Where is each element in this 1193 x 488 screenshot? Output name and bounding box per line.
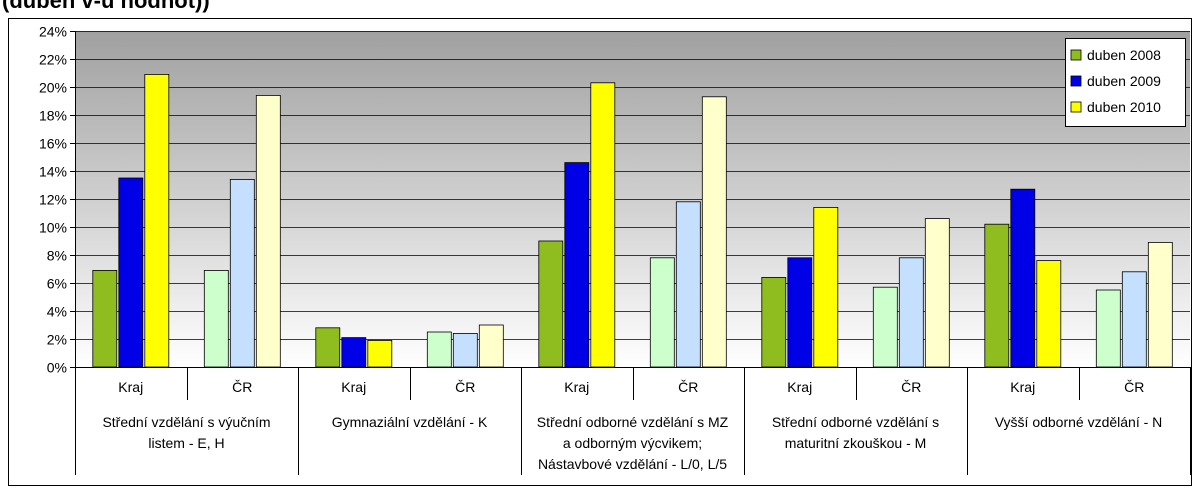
legend-label: duben 2008	[1087, 47, 1161, 63]
bar	[118, 177, 144, 368]
bar	[898, 257, 924, 368]
y-tick-label: 22%	[39, 52, 67, 68]
y-tick-label: 18%	[39, 108, 67, 124]
x-tick-label: Kraj	[1010, 379, 1035, 395]
bar	[761, 276, 787, 368]
legend-swatch	[1070, 75, 1082, 87]
group-label: Střední vzdělání s výučním	[102, 414, 270, 430]
x-tick-label: ČR	[232, 379, 252, 395]
y-tick-label: 14%	[39, 164, 67, 180]
bar	[564, 162, 590, 368]
bar	[1147, 241, 1173, 368]
legend-swatch	[1070, 49, 1082, 61]
bar	[1010, 188, 1036, 368]
bar	[367, 339, 393, 368]
y-tick-label: 8%	[47, 248, 67, 264]
x-tick-label: Kraj	[118, 379, 143, 395]
bar	[229, 178, 255, 368]
y-tick-label: 4%	[47, 304, 67, 320]
chart-title-fragment: (duben v-u hodnot))	[2, 0, 210, 13]
x-tick-label: Kraj	[341, 379, 366, 395]
x-tick-label: ČR	[678, 379, 698, 395]
x-tick-label: ČR	[1124, 379, 1144, 395]
bar	[787, 257, 813, 368]
bar	[341, 337, 367, 368]
y-tick-label: 2%	[47, 332, 67, 348]
legend-swatch	[1070, 101, 1082, 113]
group-label: listem - E, H	[148, 435, 224, 451]
bar	[203, 269, 229, 368]
group-label: maturitní zkouškou - M	[785, 435, 927, 451]
y-tick-label: 6%	[47, 276, 67, 292]
bar	[92, 269, 118, 368]
group-label: Nástavbové vzdělání - L/0, L/5	[538, 456, 727, 472]
bar	[452, 332, 478, 368]
y-tick-label: 16%	[39, 136, 67, 152]
legend-label: duben 2009	[1087, 73, 1161, 89]
bar	[255, 95, 281, 368]
bar	[813, 206, 839, 368]
bar	[426, 331, 452, 368]
y-tick-label: 0%	[47, 360, 67, 376]
y-tick-label: 20%	[39, 80, 67, 96]
bar	[649, 257, 675, 368]
bar	[1036, 260, 1062, 368]
legend-box	[1065, 38, 1186, 127]
bar	[984, 223, 1010, 368]
group-label: a odborným výcvikem;	[563, 435, 702, 451]
bar	[478, 324, 504, 368]
x-tick-label: ČR	[901, 379, 921, 395]
bar	[144, 74, 170, 368]
bar	[701, 96, 727, 368]
bar	[924, 218, 950, 368]
bar	[315, 327, 341, 368]
y-tick-label: 12%	[39, 192, 67, 208]
group-label: Střední odborné vzdělání s	[772, 414, 939, 430]
bar	[1095, 289, 1121, 368]
x-tick-label: Kraj	[564, 379, 589, 395]
bar	[675, 201, 701, 368]
group-label: Gymnaziální vzdělání - K	[332, 414, 488, 430]
y-tick-label: 10%	[39, 220, 67, 236]
bar	[590, 82, 616, 368]
bar	[872, 286, 898, 368]
bar	[538, 240, 564, 368]
bar	[1121, 271, 1147, 368]
group-label: Vyšší odborné vzdělání - N	[995, 414, 1163, 430]
y-tick-label: 24%	[39, 24, 67, 40]
group-label: Střední odborné vzdělání s MZ	[537, 414, 729, 430]
x-tick-label: Kraj	[787, 379, 812, 395]
x-tick-label: ČR	[455, 379, 475, 395]
legend-label: duben 2010	[1087, 99, 1161, 115]
